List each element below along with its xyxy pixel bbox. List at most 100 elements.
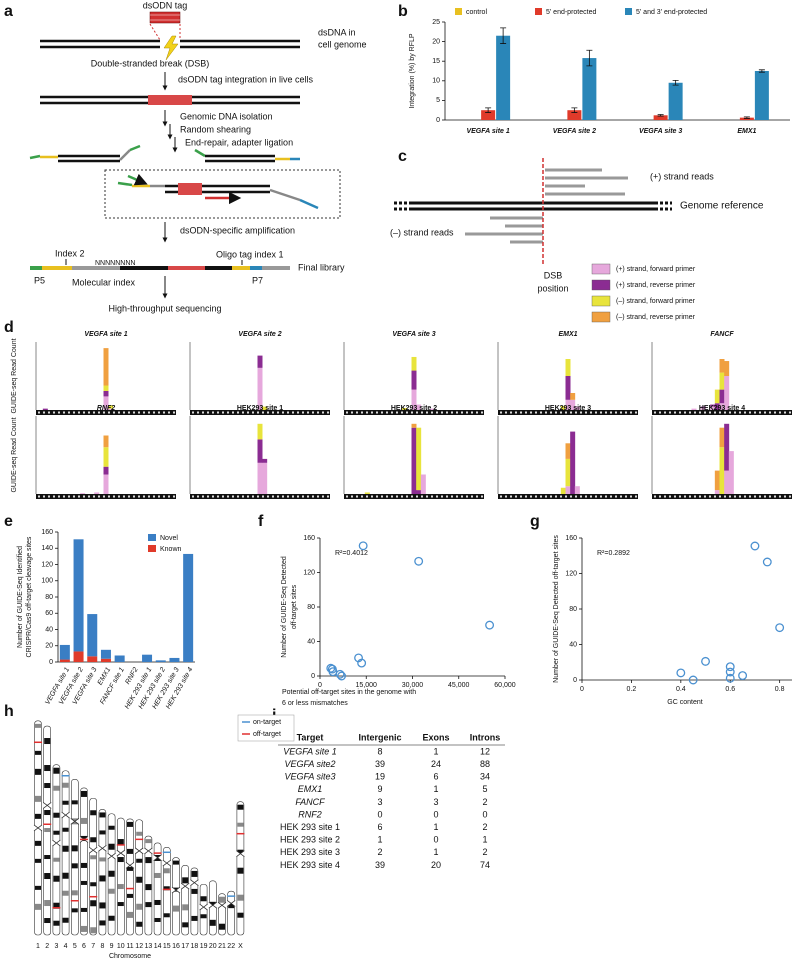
library-label: P5 — [34, 275, 45, 285]
centromere — [42, 802, 52, 809]
stack-segment — [430, 408, 436, 410]
sequence-base — [327, 411, 329, 414]
table-cell: 2 — [482, 797, 487, 807]
x-tick-label: VEGFA site 3 — [639, 128, 682, 135]
chromosome-band — [237, 894, 244, 901]
legend-label: 5' end-protected — [546, 9, 596, 16]
chromosome-band — [35, 885, 41, 890]
sequence-base — [789, 495, 791, 498]
chromosome-label: 20 — [209, 943, 217, 950]
chromosome-label: 8 — [100, 943, 104, 950]
sequence-base — [560, 495, 562, 498]
bar — [73, 539, 84, 652]
sequence-base — [456, 495, 458, 498]
sequence-base — [292, 495, 294, 498]
stack-segment — [714, 470, 720, 491]
centromere — [98, 845, 107, 852]
chromosome-band — [90, 810, 97, 816]
sequence-base — [202, 411, 204, 414]
sequence-base — [769, 495, 771, 498]
sequence-base — [699, 495, 701, 498]
dsb-label: DSB — [544, 270, 563, 280]
sequence-base — [43, 411, 45, 414]
sequence-base — [714, 411, 716, 414]
sequence-base — [158, 495, 160, 498]
sequence-base — [515, 495, 517, 498]
centromere — [162, 859, 172, 867]
centromere — [226, 900, 236, 907]
chromosome-band — [62, 782, 69, 788]
sequence-base — [729, 411, 731, 414]
stack-segment — [714, 389, 720, 404]
stack-segment — [560, 487, 566, 494]
legend-label: (–) strand, forward primer — [616, 298, 696, 305]
x-tick-label: 45,000 — [448, 682, 470, 689]
chromosome-band — [99, 812, 106, 818]
chromosome-band — [237, 867, 244, 874]
sequence-base — [431, 411, 433, 414]
bar — [668, 82, 683, 120]
legend-label: on-target — [253, 719, 281, 726]
centromere — [134, 847, 144, 855]
sequence-base — [143, 495, 145, 498]
sequence-base — [630, 411, 632, 414]
point — [414, 556, 424, 566]
sequence-base — [351, 495, 353, 498]
sequence-base — [376, 495, 378, 498]
x-tick-label: 0.8 — [775, 686, 785, 693]
sequence-base — [346, 495, 348, 498]
sequence-base — [570, 411, 572, 414]
y-axis-label: CRISPR/Cas9 off-target cleavage sites — [26, 536, 33, 657]
y-tick-label: 20 — [45, 643, 53, 650]
chromosome-band — [81, 907, 87, 912]
sequence-base — [257, 411, 259, 414]
chromosome-band — [108, 825, 115, 830]
chromosome-label: 16 — [172, 943, 180, 950]
sequence-base — [128, 495, 130, 498]
legend-swatch — [591, 295, 611, 307]
sequence-base — [669, 495, 671, 498]
stack-segment — [565, 376, 571, 400]
stack-segment — [724, 423, 730, 471]
sequence-base — [724, 411, 726, 414]
sequence-base — [704, 495, 706, 498]
sequence-base — [272, 495, 274, 498]
sequence-strip — [36, 410, 176, 415]
sequence-base — [307, 495, 309, 498]
y-axis-label: Number of GUIDE-Seq Detected off-target … — [553, 535, 560, 683]
sequence-base — [58, 411, 60, 414]
chromosome-label: 11 — [126, 943, 133, 950]
sequence-base — [416, 411, 418, 414]
chromosome-band — [163, 886, 170, 891]
chromosome-band — [35, 723, 41, 728]
sequence-base — [302, 495, 304, 498]
chromosome-band — [154, 872, 161, 878]
y-tick-label: 160 — [303, 535, 315, 542]
sequence-base — [535, 495, 537, 498]
sequence-base — [744, 495, 746, 498]
stack-segment — [262, 462, 268, 494]
table-cell: 9 — [377, 784, 382, 794]
stack-segment — [257, 439, 263, 463]
chromosome-label: 9 — [110, 943, 114, 950]
chromosome — [199, 883, 208, 936]
sequence-base — [565, 495, 567, 498]
sequence-base — [630, 495, 632, 498]
sequence-base — [73, 411, 75, 414]
y-tick-label: 80 — [307, 604, 315, 611]
chromosome-band — [219, 923, 225, 930]
sequence-base — [664, 495, 666, 498]
step-label: Random shearing — [180, 124, 251, 134]
chromosome-band — [136, 921, 143, 927]
sequence-base — [237, 495, 239, 498]
chromosome-band — [81, 880, 87, 885]
chromosome-band — [163, 913, 170, 918]
sequence-base — [540, 495, 542, 498]
stack-segment — [364, 492, 370, 494]
sequence-base — [600, 411, 602, 414]
centromere — [144, 847, 153, 855]
x-axis-label: Potential off-target sites in the genome… — [282, 689, 416, 696]
point — [725, 662, 735, 672]
stack-segment — [420, 474, 426, 494]
chromosome — [98, 809, 107, 936]
